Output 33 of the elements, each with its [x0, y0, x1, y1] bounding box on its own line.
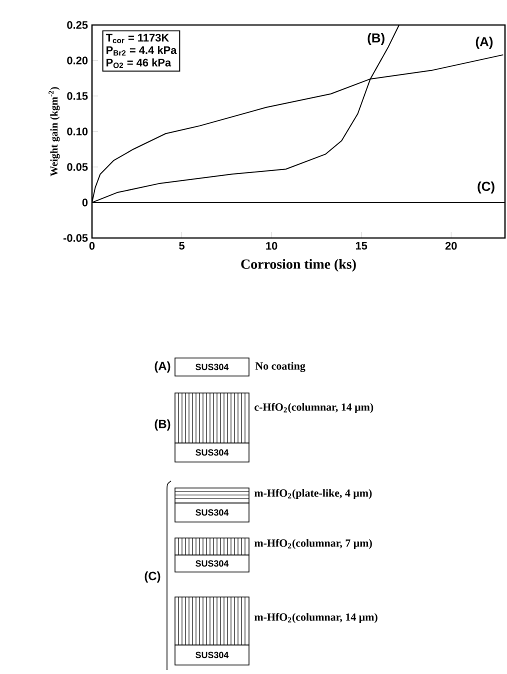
- series-label: (C): [478, 181, 494, 194]
- text: m-HfO$_{2}$(plate-like, 4 μm): [254, 488, 372, 500]
- text: c-HfO$_{2}$(columnar, 14 μm): [254, 402, 374, 414]
- text: (A): [154, 361, 170, 373]
- x-tick-label: 5: [179, 242, 185, 250]
- text: m-HfO$_{2}$(columnar, 7 μm): [254, 538, 372, 550]
- y-tick-label: 0.10: [67, 128, 88, 136]
- y-tick-label: -0.05: [63, 234, 88, 242]
- annotation: P$_{Br2}$ = 4.4 kPa: [106, 46, 177, 56]
- text: No coating: [255, 362, 306, 372]
- y-tick-label: 0.15: [67, 92, 88, 100]
- text: SUS304: [196, 560, 229, 567]
- text: m-HfO$_{2}$(columnar, 14 μm): [254, 612, 378, 624]
- text: (C): [144, 571, 160, 583]
- annotation: P$_{O2}$ = 46 kPa: [106, 58, 172, 68]
- text: SUS304: [196, 449, 229, 456]
- text: SUS304: [196, 364, 229, 370]
- series-label: (B): [368, 32, 384, 46]
- y-tick-label: 0.25: [67, 21, 88, 29]
- x-tick-label: 15: [356, 242, 368, 250]
- x-tick-label: 0: [89, 242, 95, 250]
- y-tick-label: 0.05: [67, 163, 88, 171]
- y-axis-title: Weight gain (kgm$^{-2}$): [48, 87, 60, 176]
- y-tick-label: 0.20: [67, 56, 88, 64]
- x-tick-label: 10: [266, 242, 278, 250]
- y-tick-label: 0: [82, 198, 88, 206]
- x-axis-title: Corrosion time (ks): [241, 258, 356, 272]
- series-label: (A): [476, 36, 493, 49]
- text: SUS304: [196, 509, 229, 516]
- annotation: T$_{cor}$ = 1173K: [106, 34, 170, 44]
- text: SUS304: [196, 652, 229, 658]
- text: (B): [154, 419, 170, 431]
- x-tick-label: 20: [445, 242, 457, 250]
